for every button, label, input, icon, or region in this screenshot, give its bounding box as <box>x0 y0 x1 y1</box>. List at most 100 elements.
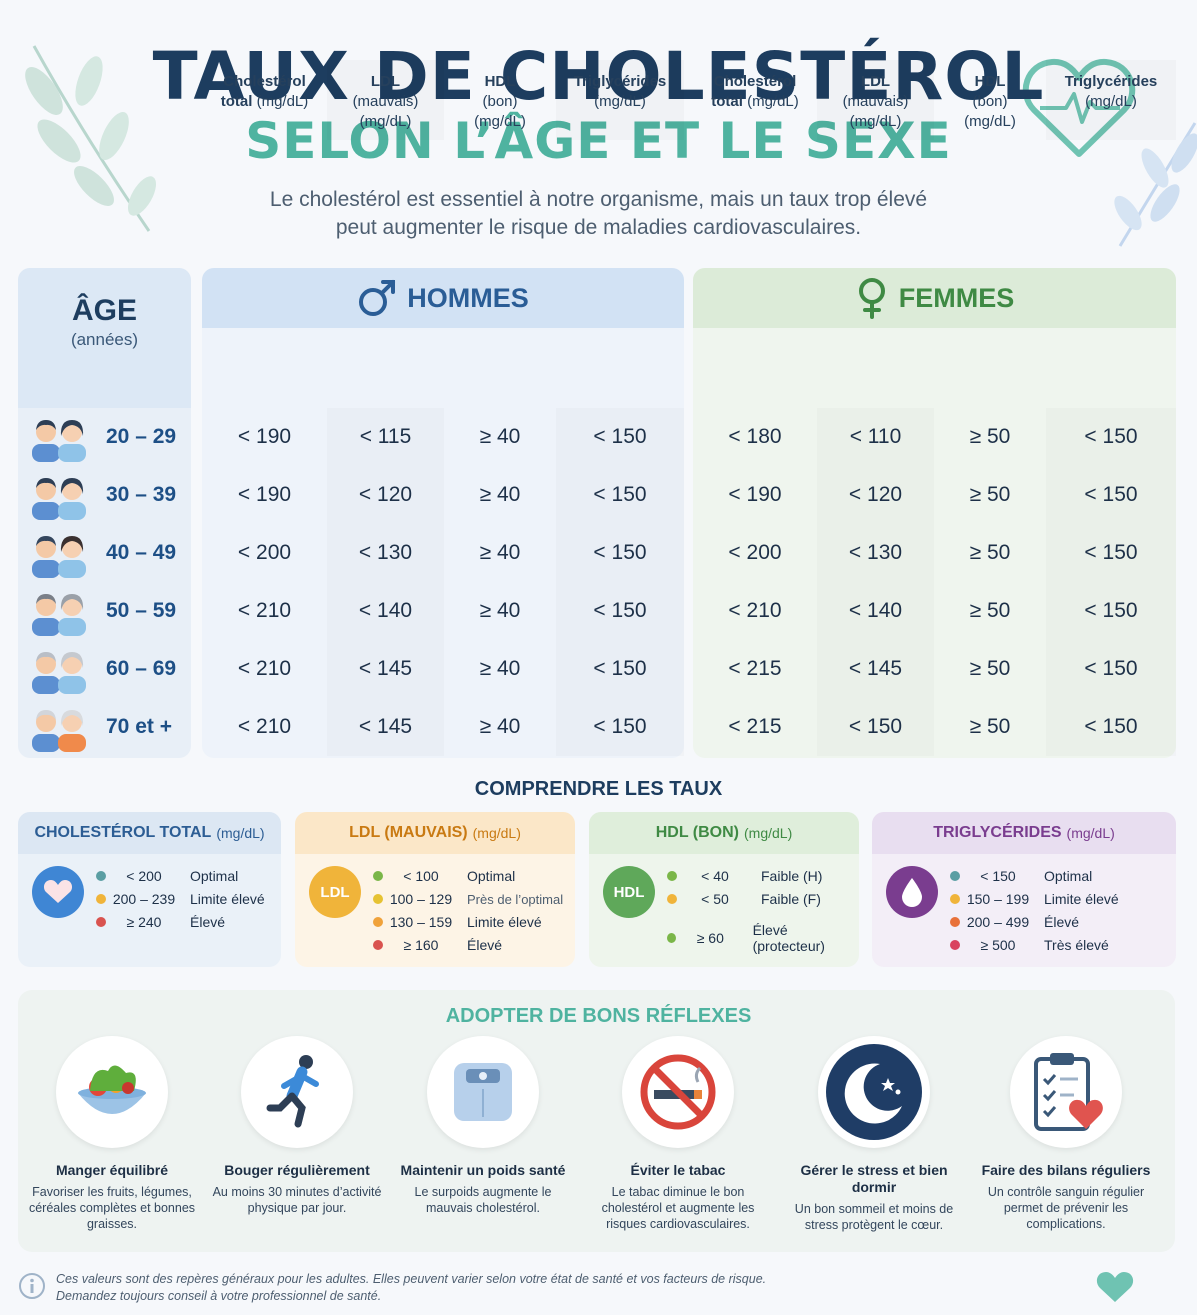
column-header-line: LDL <box>370 73 401 90</box>
women-value-cell: < 150 <box>848 715 903 738</box>
column-header-line: (mg/dL) <box>1065 92 1158 112</box>
tip-item: Gérer le stress et bien dormir Un bon som… <box>784 1036 964 1233</box>
women-value-cell: < 130 <box>848 541 903 564</box>
status-dot <box>667 894 677 904</box>
status-dot <box>950 940 960 950</box>
women-value-cell: < 145 <box>848 657 903 680</box>
women-value-cell: < 215 <box>728 657 782 680</box>
legend-desc: Élevé <box>1044 914 1080 930</box>
leaf-decoration-right <box>1114 122 1197 247</box>
legend-range: < 200 <box>126 868 162 884</box>
column-header-line: (mg/dL) <box>474 113 526 130</box>
age-row: 60 – 69 <box>18 640 191 698</box>
column-header-line: HDL <box>974 73 1006 90</box>
women-value-cell: ≥ 50 <box>969 657 1011 680</box>
badge-label: LDL <box>320 883 350 901</box>
age-range-label: 40 – 49 <box>106 541 177 564</box>
legend-desc: Optimal <box>190 868 239 884</box>
info-icon <box>19 1273 45 1299</box>
men-value-cell: ≥ 40 <box>479 483 521 506</box>
women-header: FEMMES <box>693 268 1176 328</box>
men-value-cell: < 130 <box>358 541 413 564</box>
legend-desc: Optimal <box>467 868 516 884</box>
tip-item: Manger équilibré Favoriser les fruits, lé… <box>22 1036 202 1232</box>
legend-card-title-text: HDL (BON) <box>655 824 739 841</box>
status-dot <box>96 871 106 881</box>
legend-card: HDL (BON) (mg/dL) HDL < 40 Faible (H) < 50 Fai… <box>589 812 859 967</box>
women-column-header: Triglycérides (mg/dL) <box>1046 60 1176 140</box>
column-header-text: HDL (bon) (mg/dL) <box>474 72 526 132</box>
legend-card-title-text: CHOLESTÉROL TOTAL <box>34 824 212 841</box>
men-value-cell: < 210 <box>237 715 292 738</box>
reflexes-section <box>18 990 1175 1252</box>
women-title: FEMMES <box>898 282 1015 313</box>
scale-icon <box>427 1036 539 1148</box>
heart-icon <box>43 880 73 903</box>
column-header-line: (bon) <box>964 92 1016 112</box>
legend-card-unit: (mg/dL) <box>1066 825 1115 841</box>
women-panel: FEMMES <box>693 268 1176 758</box>
column-header-part: total <box>711 93 743 110</box>
legend-card: CHOLESTÉROL TOTAL (mg/dL) < 200 Optimal 200 … <box>18 812 281 967</box>
status-dot <box>667 871 677 881</box>
women-value-cell: < 150 <box>1084 657 1138 680</box>
legend-item: ≥ 60 Élevé (protecteur) <box>667 922 853 954</box>
women-value-cell: ≥ 50 <box>969 425 1011 448</box>
couple-avatar-icon <box>32 420 86 462</box>
legend-item: ≥ 240 Élevé <box>96 914 275 930</box>
column-header-line: total (mg/dL) <box>221 92 309 112</box>
no-smoking-icon <box>622 1036 734 1148</box>
legend-item: < 40 Faible (H) <box>667 868 853 884</box>
men-value-cell: ≥ 40 <box>479 425 521 448</box>
women-value-cell: < 210 <box>728 599 782 622</box>
reflexes-title: ADOPTER DE BONS RÉFLEXES <box>445 1005 752 1027</box>
heart-icon <box>1096 1272 1134 1302</box>
men-value-cell: < 140 <box>358 599 413 622</box>
tip-title: Faire des bilans réguliers <box>981 1162 1151 1178</box>
tip-item: Éviter le tabac Le tabac diminue le bon c… <box>588 1036 768 1232</box>
status-dot <box>96 894 106 904</box>
age-range-label: 70 et + <box>106 715 172 738</box>
column-header-text: Triglycérides (mg/dL) <box>574 72 667 112</box>
legend-card-unit: (mg/dL) <box>216 825 265 841</box>
legend-card: LDL (MAUVAIS) (mg/dL) LDL < 100 Optimal 100 –… <box>295 812 575 967</box>
age-range-label: 20 – 29 <box>106 425 177 448</box>
comprendre-title: COMPRENDRE LES TAUX <box>474 778 723 800</box>
legend-desc: Optimal <box>1044 868 1093 884</box>
men-title: HOMMES <box>407 282 529 313</box>
female-symbol-icon <box>858 278 885 319</box>
men-value-cell: < 190 <box>237 425 292 448</box>
column-header-line: Cholestérol <box>713 73 797 90</box>
tip-title: Maintenir un poids santé <box>400 1162 566 1178</box>
legend-card-unit: (mg/dL) <box>472 825 521 841</box>
legend-badge-icon <box>32 866 84 918</box>
legend-range: ≥ 160 <box>403 937 439 953</box>
men-value-cell: < 150 <box>593 425 647 448</box>
column-header-line: total (mg/dL) <box>711 92 799 112</box>
column-header-line: HDL <box>484 73 516 90</box>
tip-title: Bouger régulièrement <box>224 1162 370 1178</box>
age-row: 30 – 39 <box>18 466 191 524</box>
age-row: 70 et + <box>18 698 191 756</box>
couple-avatar-icon <box>32 652 86 694</box>
column-header-part: (mauvais) <box>352 93 419 110</box>
women-value-cell: < 140 <box>848 599 903 622</box>
column-header-text: HDL (bon) (mg/dL) <box>964 72 1016 132</box>
tip-item: Bouger régulièrement Au moins 30 minutes … <box>207 1036 387 1216</box>
tip-description: Un bon sommeil et moins de stress protèg… <box>794 1202 954 1232</box>
men-value-cell: < 145 <box>358 715 413 738</box>
age-row: 20 – 29 <box>18 408 191 466</box>
couple-avatar-icon <box>32 710 86 752</box>
legend-desc: Élevé <box>190 914 226 930</box>
column-header-text: Triglycérides (mg/dL) <box>1065 72 1158 112</box>
legend-card-title: LDL (MAUVAIS) (mg/dL) <box>295 812 575 854</box>
column-header-part: (mauvais) <box>842 93 909 110</box>
legend-card: TRIGLYCÉRIDES (mg/dL) < 150 Optimal 150 – 19… <box>872 812 1176 967</box>
column-header-part: (mg/dL) <box>252 93 309 110</box>
legend-range: < 50 <box>701 891 729 907</box>
tip-description: Un contrôle sanguin régulier permet de p… <box>987 1185 1145 1231</box>
column-header-part: (mg/dL) <box>1085 93 1137 110</box>
women-value-cell: < 150 <box>1084 541 1138 564</box>
age-range-label: 50 – 59 <box>106 599 177 622</box>
men-panel: HOMMES <box>202 268 684 758</box>
